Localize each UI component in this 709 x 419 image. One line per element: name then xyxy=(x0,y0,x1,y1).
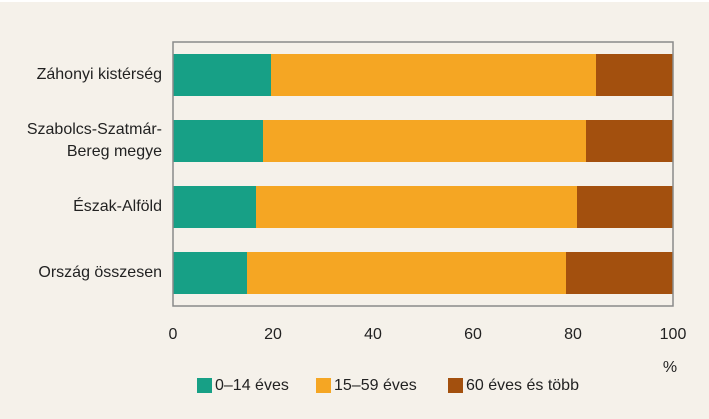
bar-segment xyxy=(566,252,673,294)
x-tick-label: 40 xyxy=(364,326,382,343)
bar-segment xyxy=(586,120,673,162)
bar-segment xyxy=(577,186,673,228)
y-tick-label: Bereg megye xyxy=(67,143,162,160)
y-tick-label: Záhonyi kistérség xyxy=(37,66,162,83)
bar-segment xyxy=(263,120,586,162)
x-tick-label: 80 xyxy=(564,326,582,343)
legend-label: 15–59 éves xyxy=(334,377,417,394)
bar-segment xyxy=(173,120,263,162)
bar-segment xyxy=(173,54,271,96)
x-tick-label: 100 xyxy=(660,326,687,343)
legend-swatch xyxy=(316,378,331,393)
bar-segment xyxy=(596,54,673,96)
y-tick-label: Szabolcs-Szatmár- xyxy=(27,121,162,138)
x-tick-label: 20 xyxy=(264,326,282,343)
bar-segment xyxy=(256,186,577,228)
y-tick-label: Észak-Alföld xyxy=(73,196,162,215)
x-tick-label: 60 xyxy=(464,326,482,343)
x-axis-label: % xyxy=(663,359,677,376)
legend-label: 60 éves és több xyxy=(466,377,579,394)
bar-segment xyxy=(173,252,247,294)
plot-border xyxy=(172,41,674,307)
legend-swatch xyxy=(197,378,212,393)
bar-segment xyxy=(271,54,596,96)
bar-segment xyxy=(247,252,566,294)
x-tick-label: 0 xyxy=(169,326,178,343)
legend-label: 0–14 éves xyxy=(215,377,289,394)
legend-swatch xyxy=(448,378,463,393)
bar-segment xyxy=(173,186,256,228)
y-tick-label: Ország összesen xyxy=(38,264,162,281)
